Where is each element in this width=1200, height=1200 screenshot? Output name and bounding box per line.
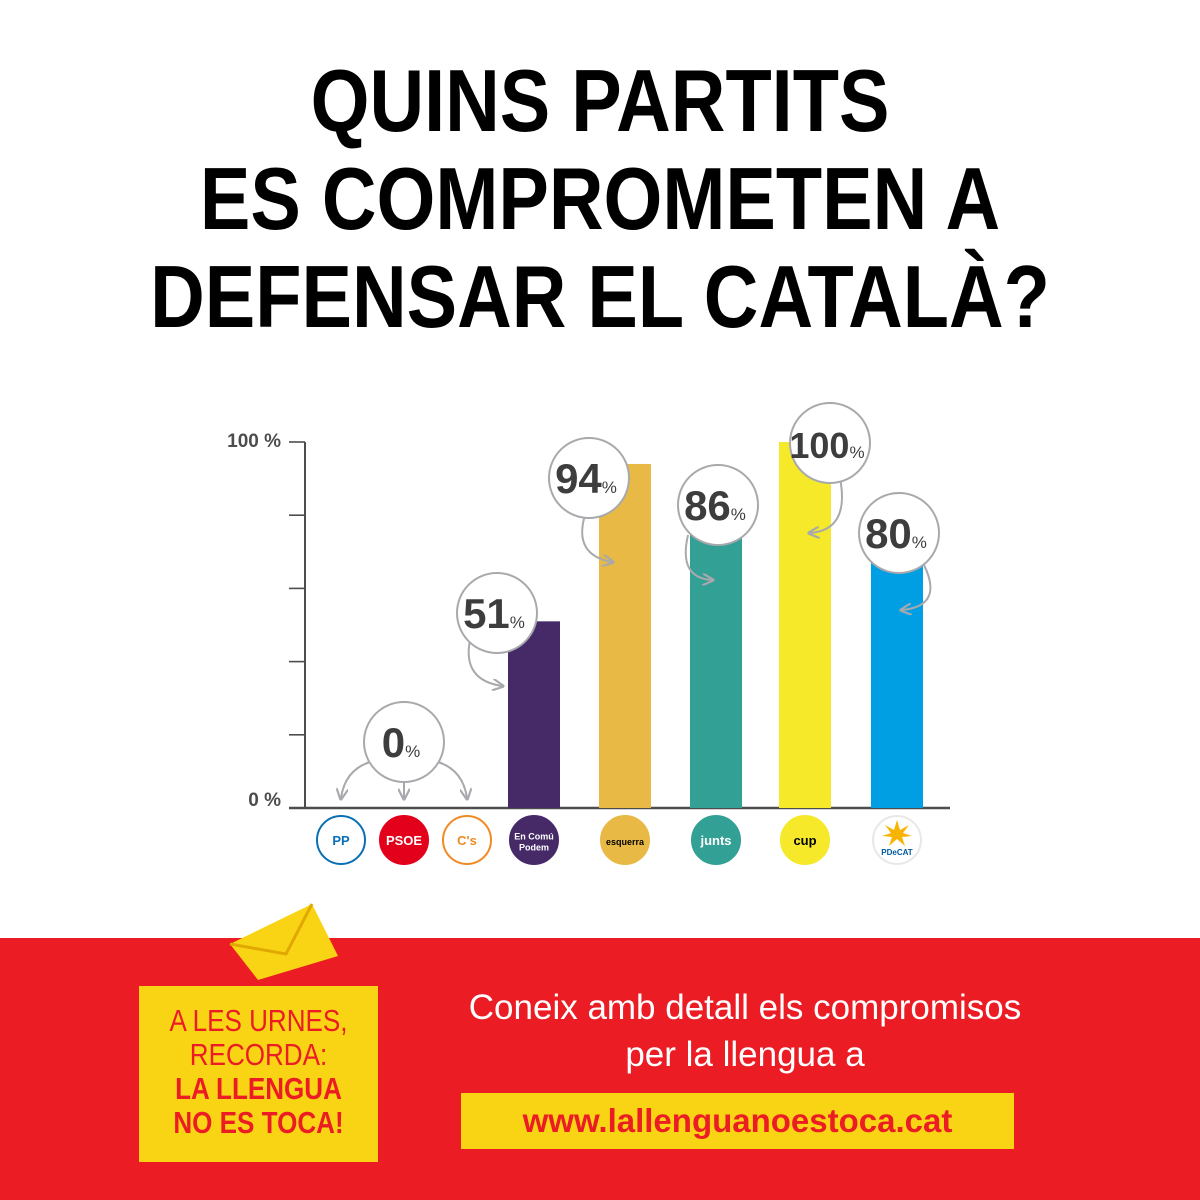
zero-left-arrow [341,761,371,798]
value-4-arrow [810,477,843,533]
value-3-bubble [677,464,759,546]
party-logo-2 [442,815,492,865]
y-tick-label-0: 0 % [248,790,281,811]
party-logo-5 [691,815,741,865]
party-logo-6 [780,815,830,865]
title-line-1: QUINS PARTITS [310,51,890,150]
bar-4 [599,463,651,808]
party-logo-text-4: esquerra [606,837,645,847]
slogan-box: A LES URNES, RECORDA: LA LLENGUA NO ES T… [139,986,378,1162]
title-line-3: DEFENSAR EL CATALÀ? [150,247,1050,346]
value-1-label: 51% [463,590,525,637]
bar-chart: 0 % 100 % 0% 51% 94% 86% 100% 80% PP PSOE C's En Co… [227,402,950,865]
page-title: QUINS PARTITS ES COMPROMETEN A DEFENSAR … [84,52,1116,346]
party-logo-4 [600,815,650,865]
website-link[interactable]: www.lallenguanoestoca.cat [461,1093,1014,1149]
value-0-label: 0% [382,719,420,766]
party-logo-text-5: junts [699,833,731,848]
value-2-arrow [581,514,612,562]
value-2-label: 94% [555,455,617,502]
call-to-action: Coneix amb detall els compromisos per la… [380,984,1110,1078]
value-4-bubble [789,402,871,484]
slogan-line-4: NO ES TOCA! [173,1105,344,1140]
value-3-arrow [684,534,712,580]
party-logo-0 [316,815,366,865]
slogan-line-1: A LES URNES, [169,1003,348,1038]
cta-line-2: per la llengua a [625,1035,865,1074]
party-logo-text-1: PSOE [386,833,422,848]
party-logo-text-6: cup [793,833,816,848]
zero-right-arrow [437,761,467,798]
value-5-bubble [858,492,940,574]
y-tick-label-100: 100 % [227,431,281,452]
slogan-line-3: LA LLENGUA [175,1071,342,1106]
party-logo-text-3: En Comú [514,832,554,842]
party-logo-1 [379,815,429,865]
value-5-label: 80% [865,510,927,557]
value-3-label: 86% [684,482,746,529]
party-logo-text-0: PP [332,833,350,848]
party-logo-text-2: C's [457,833,477,848]
value-1-bubble [456,572,538,654]
party-logo-text-7: PDeCAT [881,848,913,857]
value-2-bubble [548,437,630,519]
bar-3 [508,621,560,808]
title-line-2: ES COMPROMETEN A [199,149,1001,248]
pdecat-star-icon [882,820,912,846]
bar-6 [779,442,831,808]
cta-line-1: Coneix amb detall els compromisos [468,988,1022,1027]
slogan-line-2: RECORDA: [189,1037,328,1072]
party-logo-7 [872,815,922,865]
party-logo-text-3: Podem [519,843,549,853]
value-4-label: 100% [789,425,864,466]
value-5-arrow [902,564,932,610]
party-logo-3 [509,815,559,865]
ballot-envelope-icon [229,903,338,980]
value-0-bubble [363,701,445,783]
value-1-arrow [467,639,502,686]
